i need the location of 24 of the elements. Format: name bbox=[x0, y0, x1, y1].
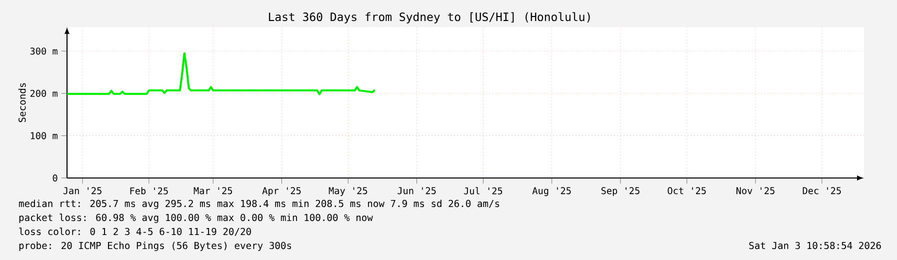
x-tick-label: Apr '25 bbox=[262, 187, 301, 196]
x-tick-label: Oct '25 bbox=[668, 187, 706, 194]
x-tick-label: Dec '25 bbox=[802, 187, 841, 194]
x-tick-label: Jan '25 bbox=[63, 187, 102, 194]
y-tick-label: 0 bbox=[52, 174, 58, 182]
y-tick-label: 100 m bbox=[30, 132, 58, 140]
text: Sat Jan 3 10:58:54 2026 bbox=[749, 242, 881, 250]
x-tick-label: Feb '25 bbox=[130, 187, 168, 194]
x-tick-label: Nov '25 bbox=[736, 187, 774, 194]
line-series bbox=[67, 52, 376, 96]
y-tick-label: 300 m bbox=[30, 48, 58, 55]
x-tick-label: Aug '25 bbox=[532, 187, 571, 196]
text: probe: 20 ICMP Echo Pings (56 Bytes) every 300s bbox=[19, 242, 292, 252]
x-tick-label: May '25 bbox=[328, 187, 368, 196]
text: loss color: 0 1 2 3 4-5 6-10 11-19 20/20 bbox=[19, 228, 251, 236]
text: median rtt: 205.7 ms avg 295.2 ms max 198.4 ms min 208.5 ms now 7.9 ms sd 26.0 am/s bbox=[18, 200, 500, 210]
text: packet loss: 60.98 % avg 100.00 % max 0.00 % min 100.00 % now bbox=[19, 214, 373, 224]
x-tick-label: Jun '25 bbox=[398, 187, 436, 194]
y-tick-label: 200 m bbox=[30, 90, 58, 97]
x-tick-label: Mar '25 bbox=[194, 187, 232, 194]
x-tick-label: Jul '25 bbox=[464, 187, 502, 194]
chart-title: Last 360 Days from Sydney to [US/HI] (Honolulu) bbox=[268, 12, 590, 24]
x-tick-label: Sep '25 bbox=[601, 187, 640, 196]
y-axis-title: Seconds bbox=[18, 83, 26, 122]
